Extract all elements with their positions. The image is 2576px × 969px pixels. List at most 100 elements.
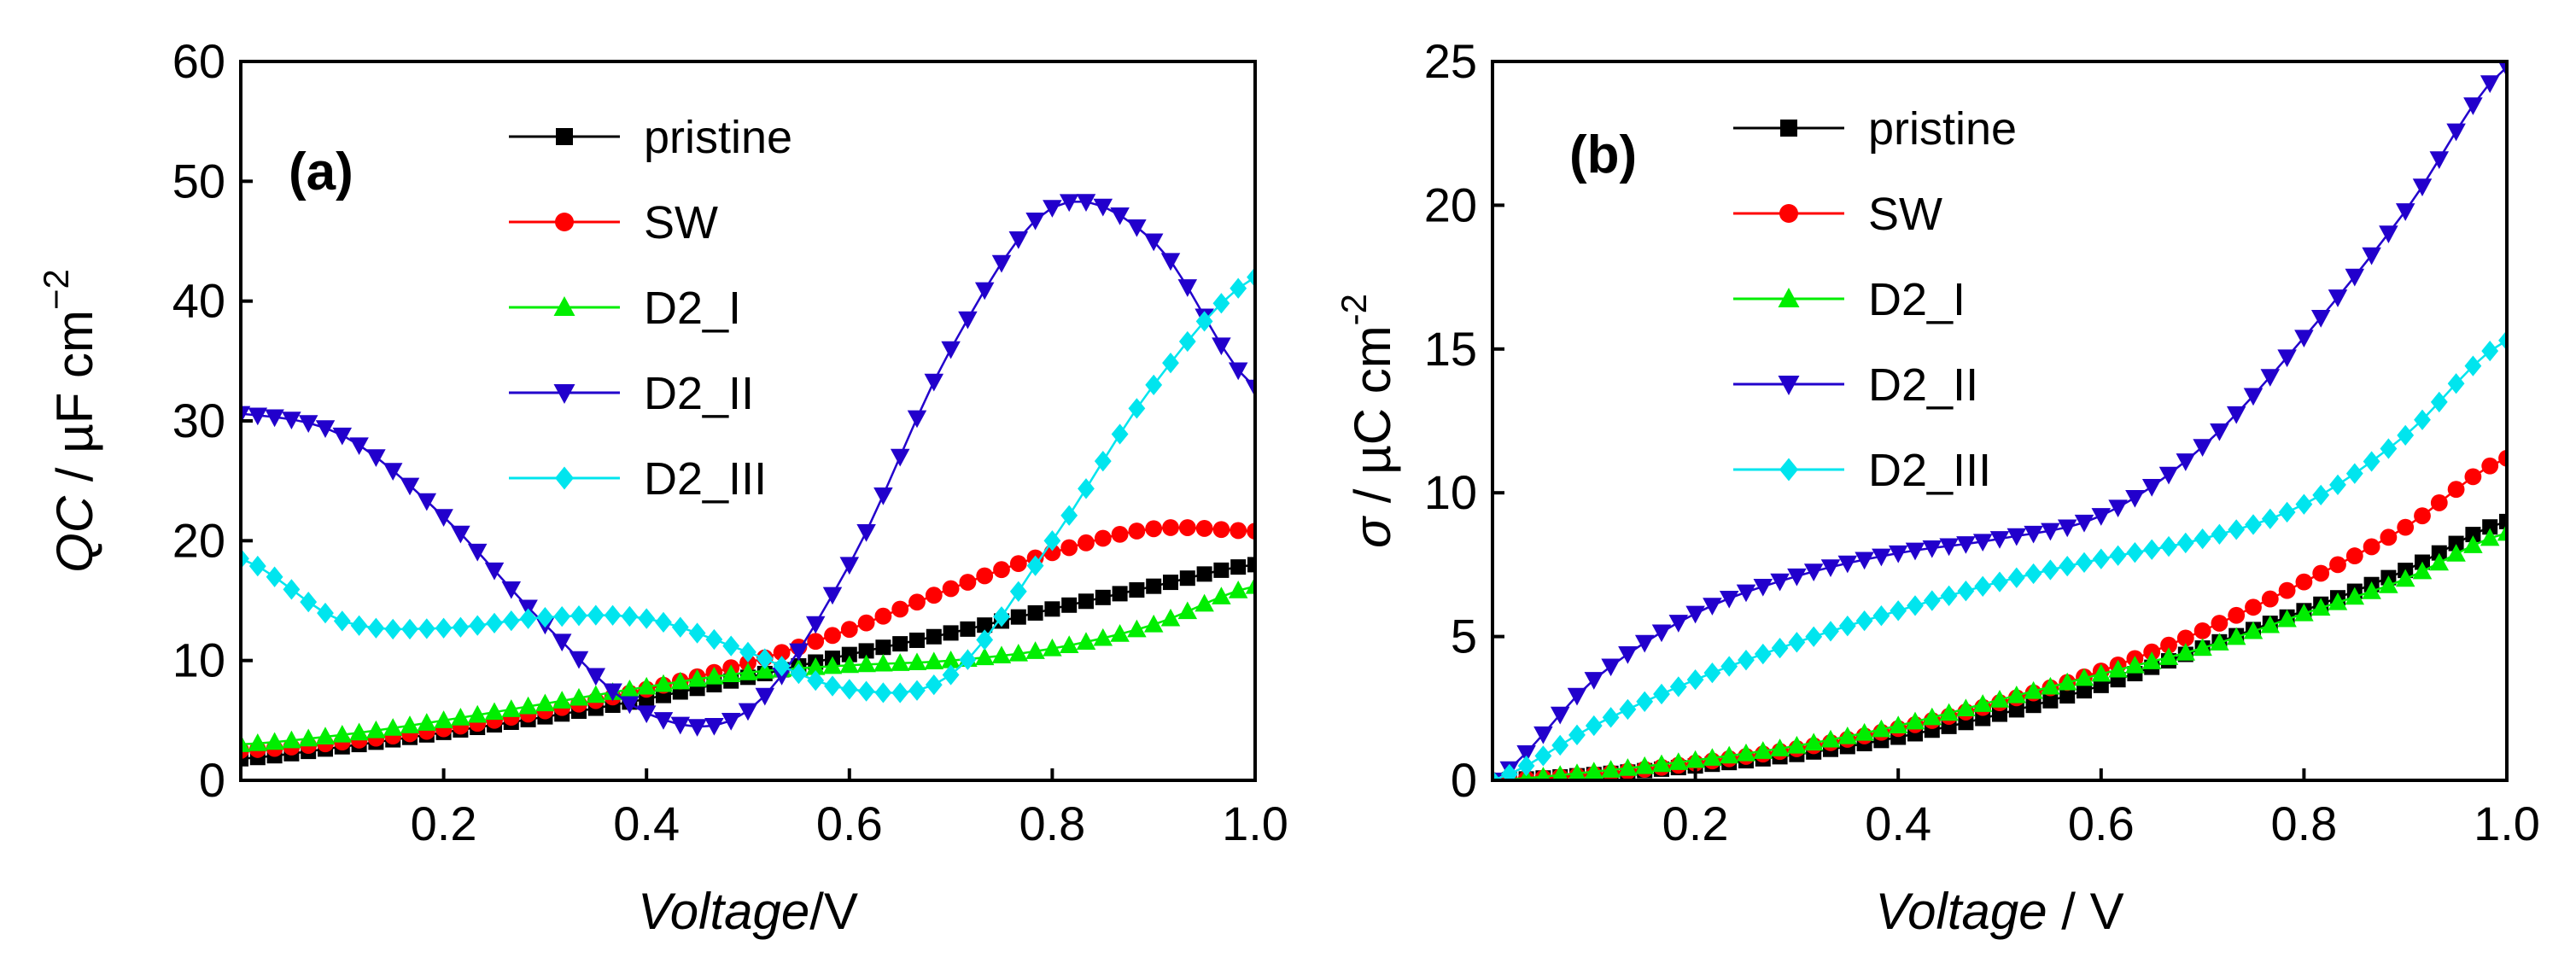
legend-label: D2_II [1868, 359, 1978, 411]
data-point [282, 730, 301, 749]
data-point [417, 713, 437, 731]
data-point [790, 663, 808, 685]
data-point [1010, 609, 1026, 625]
data-point [773, 656, 791, 677]
y-tick-label: 0 [1451, 753, 1477, 807]
y-tick-label: 40 [172, 274, 225, 328]
data-point [2226, 627, 2246, 645]
data-point [1787, 735, 1807, 754]
data-point [300, 591, 318, 613]
data-point [2312, 564, 2330, 582]
data-point [315, 727, 336, 744]
series-sw [1492, 449, 2507, 780]
data-point [840, 679, 858, 700]
data-point [1653, 683, 1670, 705]
y-ticks-b: 0 5 10 15 20 25 [1424, 34, 1504, 807]
y-axis-title-main-b: σ [1344, 515, 1401, 548]
data-point [857, 614, 875, 632]
data-point [1212, 587, 1231, 604]
data-point [349, 437, 369, 456]
data-point [755, 661, 775, 679]
data-point [1060, 505, 1078, 526]
data-point [1855, 722, 1874, 741]
data-point [856, 654, 876, 673]
panel-b: 0 5 10 15 20 25 0.2 0.4 0.6 0.8 1.0 (b) σ / µC cm… [1334, 34, 2540, 940]
data-point [756, 648, 774, 669]
data-point [2499, 513, 2507, 529]
y-tick-label: 50 [172, 154, 225, 207]
data-point [553, 605, 571, 628]
data-point [2074, 514, 2094, 533]
data-point [2176, 453, 2196, 471]
data-point [1905, 711, 1925, 730]
data-point [366, 449, 386, 468]
data-point [2158, 647, 2179, 665]
data-point [789, 643, 809, 662]
data-point [2126, 542, 2144, 563]
data-point [1787, 568, 1807, 587]
data-point [1110, 623, 1130, 642]
y-axis-title-sup-a: −2 [36, 269, 76, 310]
legend-label: pristine [1868, 103, 2017, 155]
data-point [2447, 373, 2465, 394]
data-point [569, 687, 589, 706]
y-axis-title-b: σ / µC cm-2 [1334, 294, 1401, 548]
data-point [2024, 525, 2043, 544]
data-point [1822, 621, 1839, 642]
data-point [1008, 643, 1029, 662]
data-point [1753, 578, 1773, 597]
data-point [2328, 592, 2348, 610]
data-point [1770, 573, 1790, 592]
data-point [907, 652, 927, 671]
data-point [1247, 557, 1255, 573]
data-point [2463, 535, 2483, 553]
data-point [570, 605, 587, 627]
data-point [1922, 707, 1942, 726]
data-point [1585, 715, 1603, 737]
y-tick-label: 20 [172, 513, 225, 567]
data-point [890, 448, 910, 467]
data-point [1957, 581, 1975, 602]
data-point [924, 651, 944, 670]
data-point [2380, 438, 2398, 459]
data-point [991, 645, 1012, 664]
data-point [2176, 532, 2194, 554]
data-point [1940, 585, 1958, 606]
legend-item: D2_III [509, 453, 767, 505]
data-point [2125, 655, 2145, 674]
data-point [2108, 659, 2128, 678]
data-point [1009, 581, 1027, 602]
data-point [349, 722, 369, 741]
data-point [1568, 763, 1586, 780]
data-point [1094, 529, 1112, 547]
data-point [2211, 523, 2228, 545]
data-point [1145, 374, 1163, 396]
data-point [636, 676, 657, 695]
legend-marker [1778, 288, 1800, 307]
legend-label: SW [1868, 189, 1942, 240]
data-point [2429, 552, 2450, 571]
data-point [1059, 635, 1079, 653]
data-point [1651, 624, 1672, 643]
data-point [942, 664, 960, 686]
data-point [333, 610, 351, 632]
data-point [960, 621, 976, 637]
data-point [1230, 522, 1247, 540]
data-point [1567, 687, 1587, 706]
data-point [2464, 468, 2482, 486]
data-point [1923, 590, 1941, 611]
data-point [890, 653, 910, 671]
data-point [2295, 493, 2313, 515]
panel-label-b: (b) [1569, 126, 1637, 184]
data-point [1025, 641, 1045, 659]
data-point [2025, 698, 2042, 714]
data-point [2497, 522, 2507, 541]
plot-frame-b [1491, 60, 2509, 782]
data-point [2379, 225, 2398, 243]
data-point [2447, 481, 2465, 499]
data-point [1212, 293, 1230, 314]
data-point [891, 682, 909, 703]
data-point [1196, 566, 1212, 582]
data-point [976, 567, 994, 585]
y-axis-title-unit-a: / µF cm [46, 310, 103, 496]
